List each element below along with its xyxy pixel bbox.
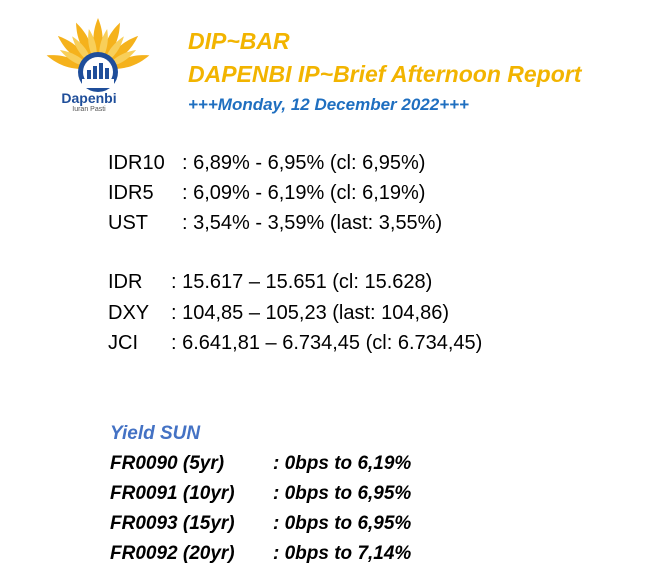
yield-row-fr0090: FR0090 (5yr) : 0bps to 6,19% (110, 452, 411, 476)
yield-value: : 0bps to 6,19% (273, 453, 412, 474)
market-label: JCI (108, 332, 138, 354)
yield-row-fr0093: FR0093 (15yr) : 0bps to 6,95% (110, 512, 411, 536)
rate-value: : 3,54% - 3,59% (last: 3,55%) (182, 212, 443, 234)
logo-tagline: Iuran Pasti (72, 106, 106, 113)
yield-value: : 0bps to 6,95% (273, 483, 412, 504)
market-value: : 104,85 – 105,23 (last: 104,86) (171, 302, 449, 324)
rate-row-ust: UST : 3,54% - 3,59% (last: 3,55%) (108, 211, 442, 235)
rate-value: : 6,89% - 6,95% (cl: 6,95%) (182, 152, 426, 174)
yield-label: FR0092 (20yr) (110, 543, 235, 564)
yield-heading: Yield SUN (110, 423, 201, 444)
market-label: IDR (108, 271, 143, 293)
rate-row-idr10: IDR10 : 6,89% - 6,95% (cl: 6,95%) (108, 151, 425, 175)
market-row-idr: IDR : 15.617 – 15.651 (cl: 15.628) (108, 270, 432, 294)
yield-label: FR0091 (10yr) (110, 483, 235, 504)
yield-row-fr0092: FR0092 (20yr) : 0bps to 7,14% (110, 542, 411, 566)
rate-label: UST (108, 212, 148, 234)
market-label: DXY (108, 302, 150, 324)
rate-value: : 6,09% - 6,19% (cl: 6,19%) (182, 182, 426, 204)
market-value: : 6.641,81 – 6.734,45 (cl: 6.734,45) (171, 332, 483, 354)
report-date: +++Monday, 12 December 2022+++ (188, 95, 469, 114)
rate-row-idr5: IDR5 : 6,09% - 6,19% (cl: 6,19%) (108, 181, 425, 205)
sunburst-logo-icon (46, 18, 150, 92)
report-title: DIP~BAR (188, 28, 290, 54)
market-row-dxy: DXY : 104,85 – 105,23 (last: 104,86) (108, 301, 449, 325)
market-value: : 15.617 – 15.651 (cl: 15.628) (171, 271, 433, 293)
market-row-jci: JCI : 6.641,81 – 6.734,45 (cl: 6.734,45) (108, 331, 482, 355)
report-subtitle: DAPENBI IP~Brief Afternoon Report (188, 61, 582, 87)
rate-label: IDR10 (108, 152, 165, 174)
logo-name: Dapenbi (61, 90, 117, 106)
yield-label: FR0093 (15yr) (110, 513, 235, 534)
dapenbi-logo: Dapenbi Iuran Pasti (28, 10, 168, 122)
rate-label: IDR5 (108, 182, 154, 204)
yield-value: : 0bps to 7,14% (273, 543, 412, 564)
yield-label: FR0090 (5yr) (110, 453, 225, 474)
yield-row-fr0091: FR0091 (10yr) : 0bps to 6,95% (110, 482, 411, 506)
yield-value: : 0bps to 6,95% (273, 513, 412, 534)
